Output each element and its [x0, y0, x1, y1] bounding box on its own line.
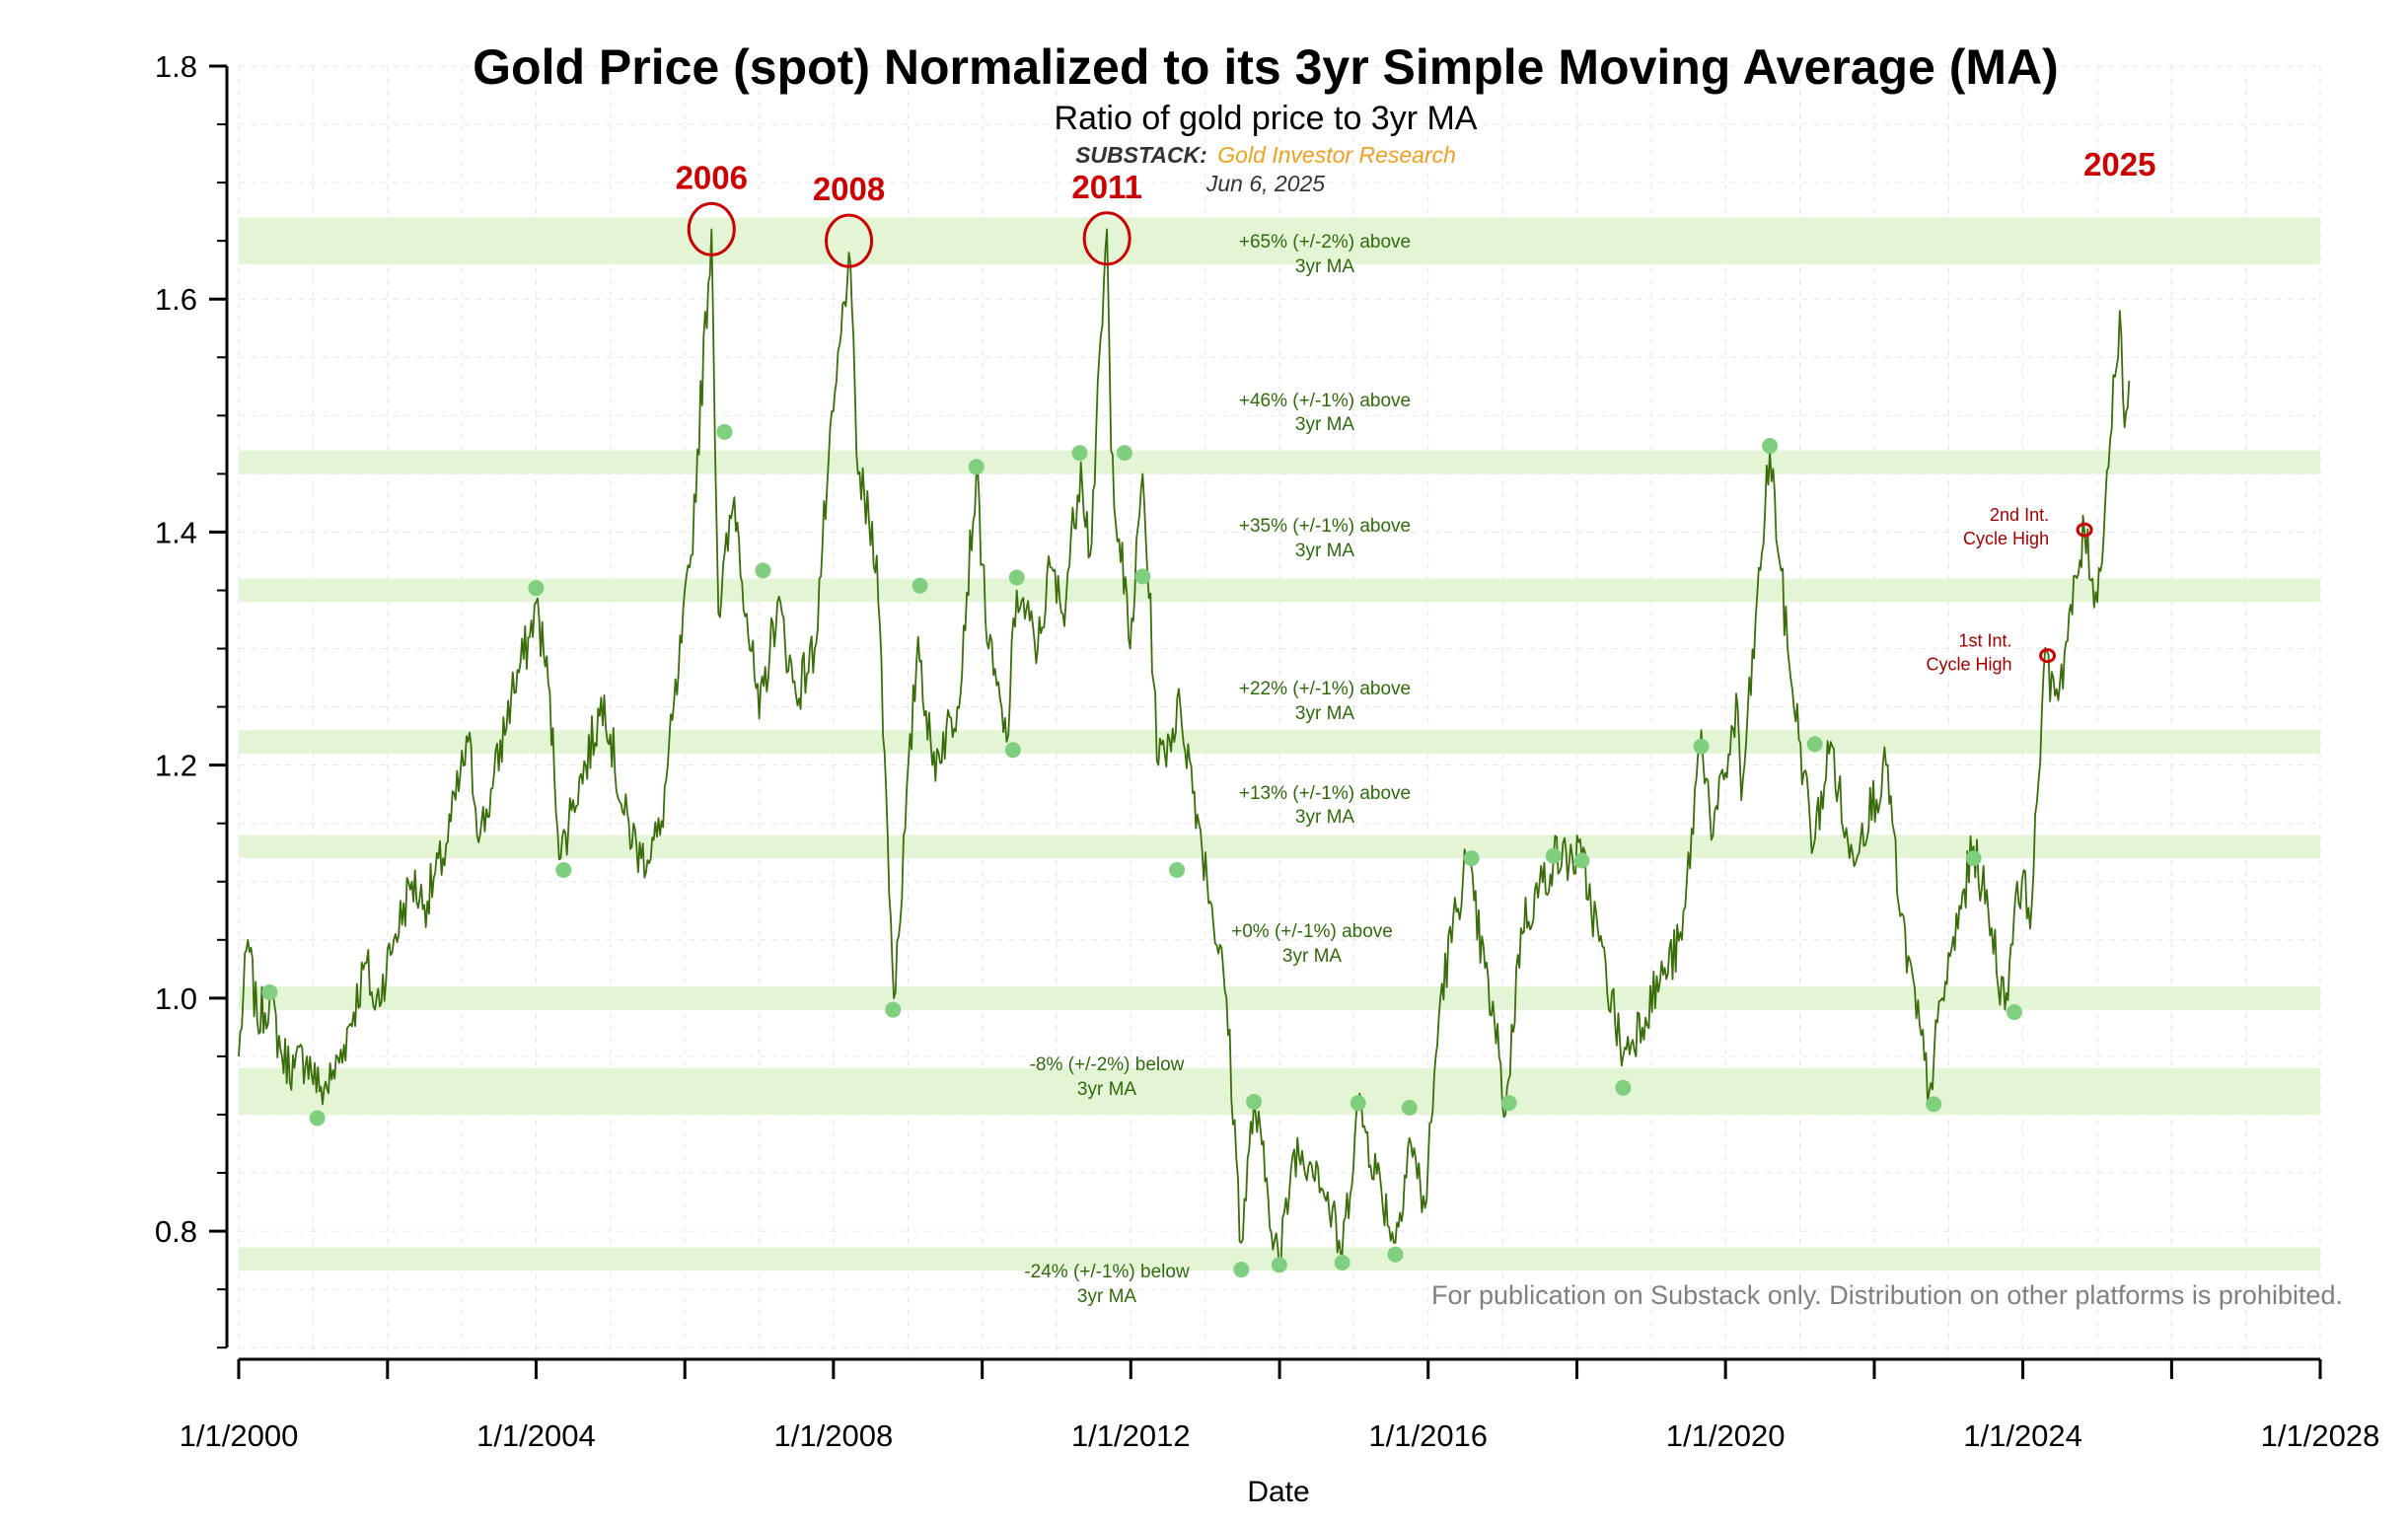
band-label: +46% (+/-1%) above: [1239, 391, 1411, 411]
turning-point-markers: [261, 423, 2022, 1278]
y-tick-label: 1.6: [155, 282, 197, 317]
turning-point-marker: [912, 577, 928, 594]
axes: 0.8 1.0 1.2 1.4 1.6 1.8 1/1/2000 1/1/2004 1/1/20…: [155, 49, 2379, 1453]
turning-point-marker: [1116, 445, 1132, 462]
turning-point-marker: [1806, 736, 1823, 753]
x-tick-label: 1/1/2028: [2261, 1418, 2380, 1453]
band-label: -8% (+/-2%) below: [1030, 1054, 1185, 1075]
turning-point-marker: [528, 580, 545, 597]
turning-point-marker: [1271, 1257, 1287, 1273]
annotations: 2006 2008 2011 2025 1st Int. Cycle High 2nd In…: [676, 146, 2156, 675]
chart-title: Gold Price (spot) Normalized to its 3yr …: [473, 39, 2059, 95]
peak-circle: [687, 201, 736, 256]
peak-label: 2011: [1071, 169, 1142, 205]
band-label: 3yr MA: [1295, 541, 1355, 561]
band-label: 3yr MA: [1295, 703, 1355, 724]
band-1: [239, 450, 2320, 474]
band-label: 3yr MA: [1295, 256, 1355, 277]
peak-label: 2006: [676, 159, 748, 195]
turning-point-marker: [1134, 568, 1151, 585]
turning-point-marker: [885, 1001, 902, 1018]
turning-point-marker: [1693, 738, 1710, 755]
x-tick-label: 1/1/2020: [1666, 1418, 1786, 1453]
turning-point-marker: [1387, 1246, 1404, 1263]
turning-point-marker: [1350, 1095, 1366, 1112]
turning-point-marker: [755, 562, 771, 579]
turning-point-marker: [968, 459, 985, 475]
x-tick-label: 1/1/2008: [774, 1418, 894, 1453]
x-tick-label: 1/1/2000: [180, 1418, 299, 1453]
turning-point-marker: [1004, 742, 1021, 759]
turning-point-marker: [1008, 569, 1025, 586]
y-tick-label: 1.2: [155, 749, 197, 783]
band-label: +22% (+/-1%) above: [1239, 679, 1411, 699]
band-label: +35% (+/-1%) above: [1239, 516, 1411, 537]
turning-point-marker: [555, 861, 572, 878]
turning-point-marker: [1246, 1093, 1263, 1110]
turning-point-marker: [1573, 852, 1590, 869]
band-label: -24% (+/-1%) below: [1024, 1262, 1190, 1282]
cycle-high-label: 2nd Int.: [1990, 505, 2049, 525]
turning-point-marker: [1169, 861, 1186, 878]
source-line: SUBSTACK: Gold Investor Research: [1075, 142, 1456, 168]
turning-point-marker: [1545, 847, 1562, 864]
y-tick-label: 0.8: [155, 1214, 197, 1249]
turning-point-marker: [1071, 445, 1088, 462]
band-label: +0% (+/-1%) above: [1231, 921, 1393, 942]
source-label: SUBSTACK:: [1075, 142, 1207, 168]
turning-point-marker: [1401, 1099, 1418, 1116]
y-tick-label: 1.4: [155, 515, 197, 549]
source-name: Gold Investor Research: [1217, 142, 1456, 168]
cycle-high-label: Cycle High: [1963, 529, 2049, 548]
chart-date: Jun 6, 2025: [1205, 171, 1325, 196]
turning-point-marker: [1463, 850, 1480, 867]
y-tick-label: 1.8: [155, 49, 197, 84]
cycle-high-marker: [2076, 522, 2093, 538]
peak-circle: [825, 213, 874, 268]
turning-point-marker: [1500, 1095, 1517, 1112]
chart-subtitle: Ratio of gold price to 3yr MA: [1055, 100, 1478, 137]
peak-circle: [1082, 211, 1131, 266]
x-tick-label: 1/1/2024: [1963, 1418, 2082, 1453]
turning-point-marker: [1233, 1262, 1250, 1278]
band-5: [239, 986, 2320, 1010]
turning-point-marker: [716, 423, 733, 440]
cycle-high-marker: [2039, 648, 2057, 664]
ratio-line: [238, 228, 2131, 1268]
band-label: 3yr MA: [1282, 946, 1343, 967]
cycle-high-label: Cycle High: [1927, 655, 2012, 675]
band-label: 3yr MA: [1077, 1286, 1137, 1307]
band-label: 3yr MA: [1077, 1079, 1137, 1100]
turning-point-marker: [1762, 438, 1779, 455]
turning-point-marker: [1615, 1079, 1632, 1096]
ratio-series: [238, 228, 2131, 1268]
peak-label-2025: 2025: [2083, 146, 2155, 182]
cycle-high-label: 1st Int.: [1959, 631, 2012, 651]
y-tick-label: 1.0: [155, 981, 197, 1016]
x-tick-label: 1/1/2012: [1071, 1418, 1191, 1453]
band-2: [239, 578, 2320, 603]
band-0: [239, 217, 2320, 264]
x-tick-label: 1/1/2016: [1368, 1418, 1488, 1453]
band-label: 3yr MA: [1295, 807, 1355, 828]
x-tick-label: 1/1/2004: [476, 1418, 596, 1453]
band-label: +65% (+/-2%) above: [1239, 232, 1411, 253]
turning-point-marker: [1965, 850, 1982, 867]
turning-point-marker: [1334, 1254, 1350, 1271]
x-axis-title: Date: [1247, 1476, 1309, 1508]
band-4: [239, 835, 2320, 859]
chart-text: Gold Price (spot) Normalized to its 3yr …: [473, 39, 2343, 1508]
band-label: +13% (+/-1%) above: [1239, 783, 1411, 804]
turning-point-marker: [2006, 1004, 2022, 1021]
peak-label: 2008: [813, 171, 885, 207]
turning-point-marker: [309, 1110, 326, 1126]
band-label: 3yr MA: [1295, 414, 1355, 435]
band-6: [239, 1067, 2320, 1115]
turning-point-marker: [261, 983, 278, 1000]
turning-point-marker: [1926, 1096, 1942, 1113]
distribution-notice: For publication on Substack only. Distri…: [1431, 1280, 2343, 1310]
